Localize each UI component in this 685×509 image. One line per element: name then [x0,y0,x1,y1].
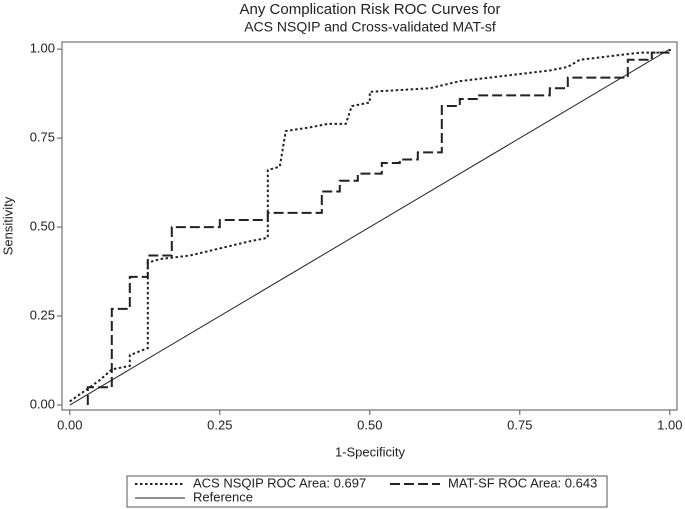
roc-line [69,49,671,403]
legend-label: Reference [193,489,253,504]
x-tick-label: 1.00 [657,417,682,432]
chart-subtitle: ACS NSQIP and Cross-validated MAT-sf [244,19,496,35]
legend-box [126,475,608,508]
y-tick-label: 0.50 [30,219,55,234]
y-tick-label: 0.25 [30,307,55,322]
legend-label: MAT-SF ROC Area: 0.643 [448,475,597,490]
x-tick-label: 0.25 [207,417,232,432]
y-tick-label: 0.00 [30,396,55,411]
roc-line [86,49,671,406]
x-tick-label: 0.50 [357,417,382,432]
y-tick-label: 0.75 [30,130,55,145]
legend-label: ACS NSQIP ROC Area: 0.697 [193,475,366,490]
y-tick-label: 1.00 [30,41,55,56]
x-axis-label: 1-Specificity [335,444,406,459]
x-tick-label: 0.00 [57,417,82,432]
roc-line [69,48,671,406]
x-tick-label: 0.75 [507,417,532,432]
chart-title: Any Complication Risk ROC Curves for [240,1,501,18]
y-axis-label: Sensitivity [0,196,15,255]
